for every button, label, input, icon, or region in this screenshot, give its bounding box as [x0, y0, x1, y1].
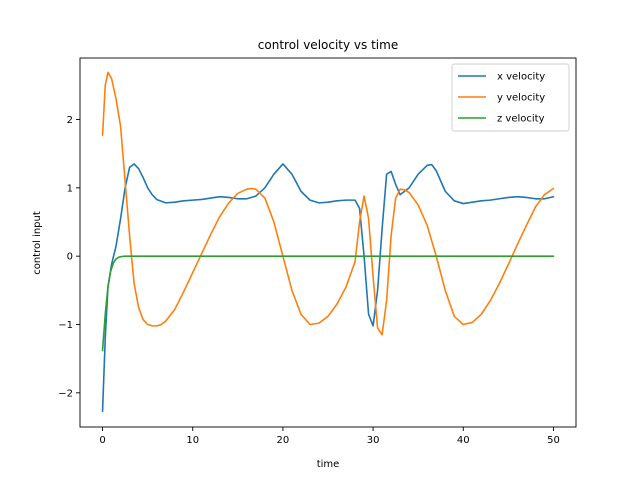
x-tick-label: 30	[367, 435, 380, 446]
x-tick-label: 50	[547, 435, 560, 446]
x-tick-label: 10	[186, 435, 199, 446]
x-tick-label: 20	[277, 435, 290, 446]
y-tick-label: −1	[58, 320, 73, 331]
x-tick-label: 40	[457, 435, 470, 446]
chart-title: control velocity vs time	[258, 38, 398, 52]
plot-area: 0 10 20 30 40 50 −2 −1 0 1 2	[58, 57, 577, 446]
legend-label: z velocity	[497, 114, 545, 125]
axes-frame	[79, 57, 577, 428]
y-tick-label: 0	[67, 252, 73, 263]
series-line-x-velocity	[101, 163, 555, 413]
y-tick-label: 1	[67, 183, 73, 194]
y-axis-label: control input	[32, 211, 43, 275]
x-axis-label: time	[317, 459, 340, 470]
legend-box	[451, 63, 570, 132]
series-line-z-velocity	[101, 255, 555, 352]
legend-label: x velocity	[497, 72, 545, 83]
x-tick-label: 0	[99, 435, 105, 446]
legend-label: y velocity	[497, 93, 545, 104]
series-line-y-velocity	[101, 71, 555, 336]
y-tick-label: 2	[67, 115, 73, 126]
legend: x velocity y velocity z velocity	[451, 63, 570, 132]
y-tick-label: −2	[58, 388, 73, 399]
